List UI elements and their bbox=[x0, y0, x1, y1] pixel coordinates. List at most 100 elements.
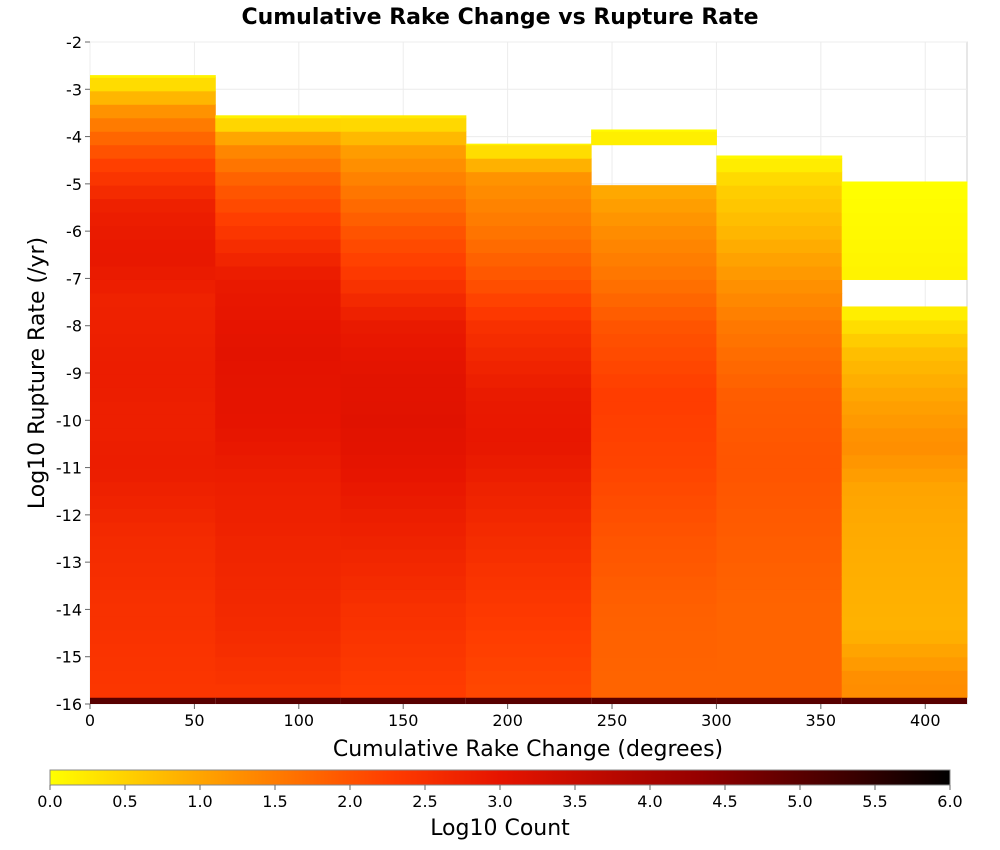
heatmap-cell bbox=[340, 535, 467, 550]
heatmap-cell bbox=[340, 306, 467, 321]
heatmap-cell bbox=[215, 239, 342, 254]
y-tick-label: -16 bbox=[56, 695, 82, 714]
heatmap-cell bbox=[465, 387, 592, 402]
heatmap-cell bbox=[215, 441, 342, 456]
heatmap-cell bbox=[465, 171, 592, 186]
heatmap-cell bbox=[90, 131, 216, 146]
heatmap-cell bbox=[716, 643, 843, 658]
heatmap-cell bbox=[716, 360, 843, 375]
x-tick-label: 100 bbox=[284, 711, 315, 730]
heatmap-cell bbox=[340, 212, 467, 227]
heatmap-cell bbox=[90, 77, 216, 92]
heatmap-cell bbox=[90, 575, 216, 590]
heatmap-cell bbox=[591, 495, 717, 510]
heatmap-cell bbox=[90, 522, 216, 537]
x-axis-title: Cumulative Rake Change (degrees) bbox=[333, 737, 723, 762]
heatmap-cell bbox=[215, 279, 342, 294]
heatmap-cell bbox=[841, 629, 968, 644]
heatmap-cell bbox=[591, 697, 717, 704]
heatmap-cell bbox=[465, 454, 592, 469]
heatmap-cell bbox=[465, 158, 592, 173]
colorbar-tick-label: 0.0 bbox=[37, 792, 62, 811]
heatmap-cell bbox=[716, 158, 843, 173]
heatmap-cell bbox=[215, 185, 342, 200]
heatmap-cell bbox=[716, 697, 842, 704]
heatmap-cell bbox=[841, 306, 968, 321]
heatmap-cell bbox=[841, 239, 968, 254]
heatmap-cell bbox=[340, 602, 467, 617]
heatmap-cell bbox=[215, 400, 342, 415]
y-tick-label: -7 bbox=[66, 269, 82, 288]
heatmap-cell bbox=[841, 181, 968, 186]
y-axis-title: Log10 Rupture Rate (/yr) bbox=[25, 237, 50, 509]
heatmap-cell bbox=[340, 346, 467, 361]
heatmap-cell bbox=[90, 656, 216, 671]
colorbar-tick-label: 6.0 bbox=[937, 792, 962, 811]
heatmap-cell bbox=[841, 387, 968, 402]
heatmap-cell bbox=[716, 292, 843, 307]
heatmap-cell bbox=[465, 333, 592, 348]
heatmap-cell bbox=[215, 292, 342, 307]
heatmap-cell bbox=[90, 319, 216, 334]
heatmap-cell bbox=[465, 143, 592, 146]
heatmap-cell bbox=[465, 589, 592, 604]
heatmap-cell bbox=[90, 387, 216, 402]
heatmap-cell bbox=[465, 508, 592, 523]
heatmap-cell bbox=[90, 252, 216, 267]
heatmap-cell bbox=[215, 373, 342, 388]
heatmap-cell bbox=[716, 508, 843, 523]
heatmap-cell bbox=[215, 454, 342, 469]
heatmap-cell bbox=[465, 373, 592, 388]
heatmap-cell bbox=[465, 549, 592, 563]
heatmap-cell bbox=[465, 697, 592, 704]
heatmap-cell bbox=[591, 629, 717, 644]
heatmap-cell bbox=[215, 562, 342, 577]
heatmap-cell bbox=[591, 535, 717, 550]
heatmap-cell bbox=[340, 589, 467, 604]
heatmap-cell bbox=[340, 522, 467, 537]
x-tick-label: 250 bbox=[597, 711, 628, 730]
heatmap-cell bbox=[591, 225, 717, 240]
heatmap-cell bbox=[841, 225, 968, 240]
heatmap-cell bbox=[841, 319, 968, 334]
heatmap-cell bbox=[90, 104, 216, 119]
heatmap-cell bbox=[716, 279, 843, 294]
heatmap-cell bbox=[591, 441, 717, 456]
heatmap-cell bbox=[340, 279, 467, 294]
heatmap-cell bbox=[90, 427, 216, 442]
heatmap-cell bbox=[90, 158, 216, 173]
heatmap-cell bbox=[340, 144, 467, 159]
heatmap-cell bbox=[716, 414, 843, 429]
heatmap-cell bbox=[465, 185, 592, 200]
heatmap-cell bbox=[591, 292, 717, 307]
heatmap-cell bbox=[215, 266, 342, 280]
colorbar-title: Log10 Count bbox=[430, 816, 570, 841]
heatmap-cell bbox=[90, 549, 216, 563]
heatmap-cell bbox=[90, 414, 216, 429]
heatmap-cell bbox=[215, 427, 342, 442]
heatmap-cell bbox=[465, 225, 592, 240]
heatmap-cell bbox=[90, 171, 216, 186]
heatmap-cell bbox=[841, 549, 968, 563]
heatmap-cell bbox=[340, 400, 467, 415]
heatmap-cell bbox=[591, 562, 717, 577]
heatmap-cell bbox=[90, 90, 216, 105]
heatmap-cell bbox=[716, 441, 843, 456]
heatmap-cell bbox=[340, 656, 467, 671]
colorbar-tick-label: 4.0 bbox=[637, 792, 662, 811]
heatmap-cell bbox=[591, 508, 717, 523]
heatmap-cell bbox=[340, 292, 467, 307]
heatmap-cell bbox=[841, 495, 968, 510]
heatmap-cell bbox=[340, 643, 467, 658]
heatmap-cell bbox=[465, 212, 592, 227]
heatmap-cell bbox=[716, 387, 843, 402]
heatmap-cell bbox=[465, 427, 592, 442]
heatmap-cell bbox=[465, 319, 592, 334]
heatmap-cell bbox=[215, 508, 342, 523]
heatmap-cell bbox=[215, 144, 342, 159]
heatmap-cell bbox=[716, 495, 843, 510]
heatmap-cell bbox=[716, 683, 843, 698]
heatmap-cell bbox=[465, 683, 592, 698]
heatmap-cell bbox=[340, 131, 467, 146]
heatmap-cell bbox=[716, 185, 843, 200]
